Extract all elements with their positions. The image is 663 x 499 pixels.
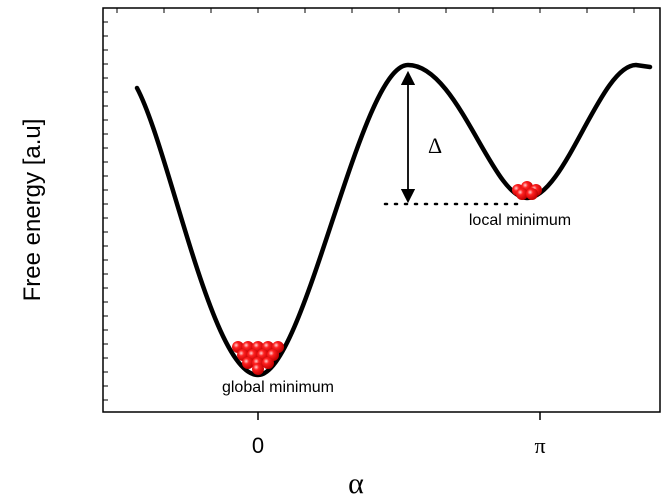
particle [526, 188, 538, 200]
particle [262, 357, 274, 369]
x-tick-label: 0 [252, 433, 264, 458]
particle [516, 188, 528, 200]
global-min-label: global minimum [222, 379, 334, 396]
plot-frame [102, 7, 661, 413]
y-axis-label: Free energy [a.u] [19, 119, 46, 302]
particles [232, 181, 542, 375]
particle [242, 357, 254, 369]
x-axis-label: α [348, 467, 364, 499]
barrier-label: Δ [428, 133, 442, 158]
energy-curve [134, 62, 653, 378]
x-tick-label: π [534, 433, 545, 458]
local-min-label: local minimum [469, 212, 571, 229]
axis-ticks [103, 8, 635, 401]
particle [252, 363, 264, 375]
